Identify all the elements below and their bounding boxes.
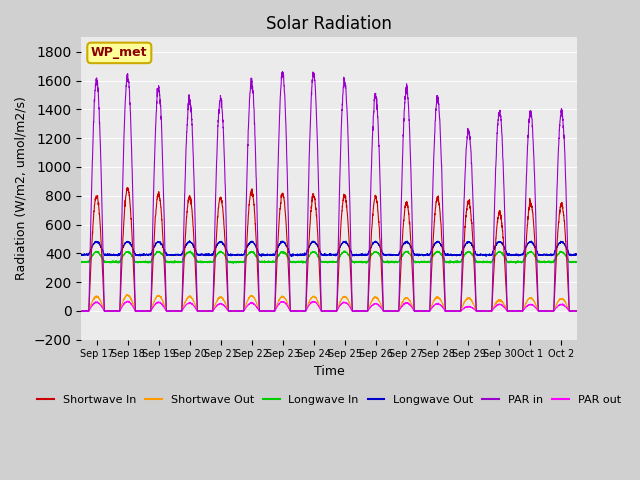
Text: WP_met: WP_met	[91, 47, 148, 60]
Title: Solar Radiation: Solar Radiation	[266, 15, 392, 33]
X-axis label: Time: Time	[314, 365, 344, 378]
Legend: Shortwave In, Shortwave Out, Longwave In, Longwave Out, PAR in, PAR out: Shortwave In, Shortwave Out, Longwave In…	[33, 391, 625, 410]
Y-axis label: Radiation (W/m2, umol/m2/s): Radiation (W/m2, umol/m2/s)	[15, 96, 28, 280]
